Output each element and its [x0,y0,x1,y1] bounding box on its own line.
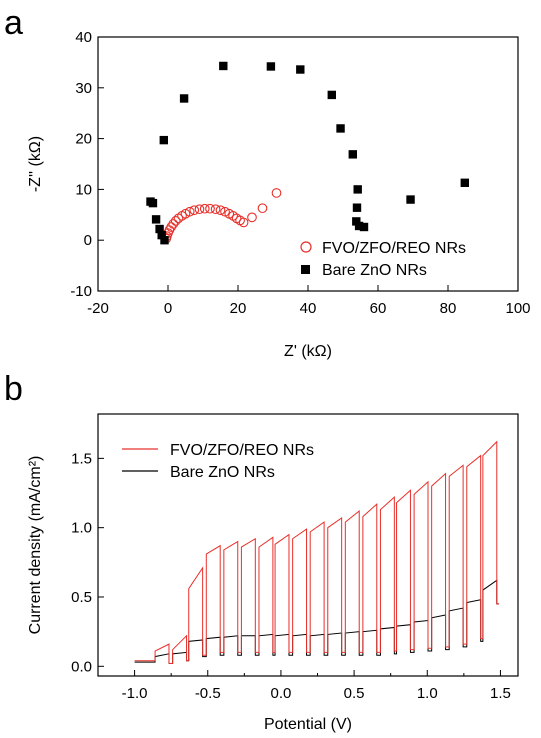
chart-a-point-fvo [194,204,205,215]
chart-a-ticks: -20 0 20 40 60 80 100 -10 0 10 20 30 40 [70,29,530,317]
chart-b-ticks: -1.0 -0.5 0.0 0.5 1.0 1.5 0.0 0.5 1.0 1.5 [71,450,511,702]
chart-b-y-tick-label: 1.5 [71,450,92,467]
legend-marker-zno [301,265,310,274]
chart-b-x-tick-label: 0.0 [270,685,291,702]
chart-a-point-zno [352,203,362,212]
chart-a-point-zno [160,236,169,245]
panel-label-a: a [4,4,23,42]
chart-a-point-zno [336,124,345,133]
chart-a-y-tick-label: 20 [75,131,92,148]
chart-a-point-zno [179,94,189,103]
chart-b-x-tick-label: 1.0 [417,685,438,702]
chart-a-y-tick-label: 0 [84,232,92,249]
chart-a-point-zno [359,222,369,232]
chart-a-point-zno [266,62,276,71]
chart-a-y-tick-label: 10 [75,181,92,198]
chart-a-legend: FVO/ZFO/REO NRs Bare ZnO NRs [300,240,466,279]
chart-b-line-zno [134,579,499,665]
chart-a-x-tick-label: 0 [164,300,172,317]
chart-b-lines [134,440,499,665]
chart-b-y-axis-title: Current density (mA/cm²) [27,456,44,635]
chart-a-point-zno [155,224,164,234]
chart-a-point-zno [296,65,305,74]
chart-a-x-tick-label: -20 [87,300,109,317]
chart-a-point-zno [354,221,364,231]
chart-a-point-zno [460,178,469,187]
chart-a-y-tick-label: 30 [75,80,92,97]
panel-label-b: b [4,370,23,408]
chart-b-line-fvo [134,440,499,665]
legend-label-zno: Bare ZnO NRs [322,262,427,279]
chart-a-point-fvo [168,219,179,229]
chart-a-point-fvo [210,204,221,215]
chart-a-point-zno [352,217,361,226]
legend-label-fvo-b: FVO/ZFO/REO NRs [170,442,314,459]
chart-a: -20 0 20 40 60 80 100 -10 0 10 20 30 40 Z' (kΩ) -Z''… [27,29,531,360]
chart-a-point-fvo [247,212,257,223]
chart-a-x-tick-label: 60 [370,300,387,317]
chart-a-point-fvo [189,205,200,216]
chart-b-x-tick-label: 0.5 [344,685,365,702]
chart-b: -1.0 -0.5 0.0 0.5 1.0 1.5 0.0 0.5 1.0 1.5 Potenti… [27,413,519,733]
chart-a-y-tick-label: -10 [70,283,92,300]
chart-a-point-fvo [238,217,249,228]
chart-b-x-axis-title: Potential (V) [264,716,352,733]
chart-b-x-tick-label: 1.5 [490,685,511,702]
chart-a-x-axis-title: Z' (kΩ) [284,343,332,360]
chart-a-point-fvo [257,203,268,214]
chart-a-point-fvo [215,205,226,216]
chart-a-y-axis-title: -Z'' (kΩ) [27,136,44,192]
chart-b-legend: FVO/ZFO/REO NRs Bare ZnO NRs [122,442,314,481]
chart-a-point-zno [353,185,362,194]
chart-a-point-fvo [166,222,176,232]
chart-a-x-tick-label: 80 [440,300,457,317]
chart-a-point-zno [219,61,228,71]
chart-a-x-tick-label: 100 [505,300,530,317]
chart-a-point-zno [159,135,168,145]
legend-marker-fvo [300,241,312,253]
chart-a-point-fvo [184,206,195,217]
chart-b-x-tick-label: -0.5 [195,685,221,702]
chart-a-point-fvo [271,188,282,198]
chart-b-y-tick-label: 0.5 [71,589,92,606]
chart-a-point-zno [157,230,166,240]
chart-a-marks [146,61,469,245]
chart-a-point-zno [406,195,415,204]
chart-a-x-tick-label: 40 [300,300,317,317]
legend-label-zno-b: Bare ZnO NRs [170,464,275,481]
chart-a-point-zno [327,90,336,100]
chart-a-point-zno [146,197,155,206]
chart-a-point-fvo [170,216,181,226]
chart-a-point-zno [348,150,357,159]
chart-b-y-tick-label: 1.0 [71,520,92,537]
chart-b-y-tick-label: 0.0 [71,658,92,675]
chart-b-frame [97,413,519,677]
chart-a-point-zno [151,215,161,224]
chart-a-x-tick-label: 20 [230,300,247,317]
chart-a-y-tick-label: 40 [75,29,92,46]
chart-b-x-tick-label: -1.0 [122,685,148,702]
chart-a-point-fvo [199,203,210,214]
chart-a-point-fvo [205,203,215,214]
legend-label-fvo: FVO/ZFO/REO NRs [322,240,466,257]
